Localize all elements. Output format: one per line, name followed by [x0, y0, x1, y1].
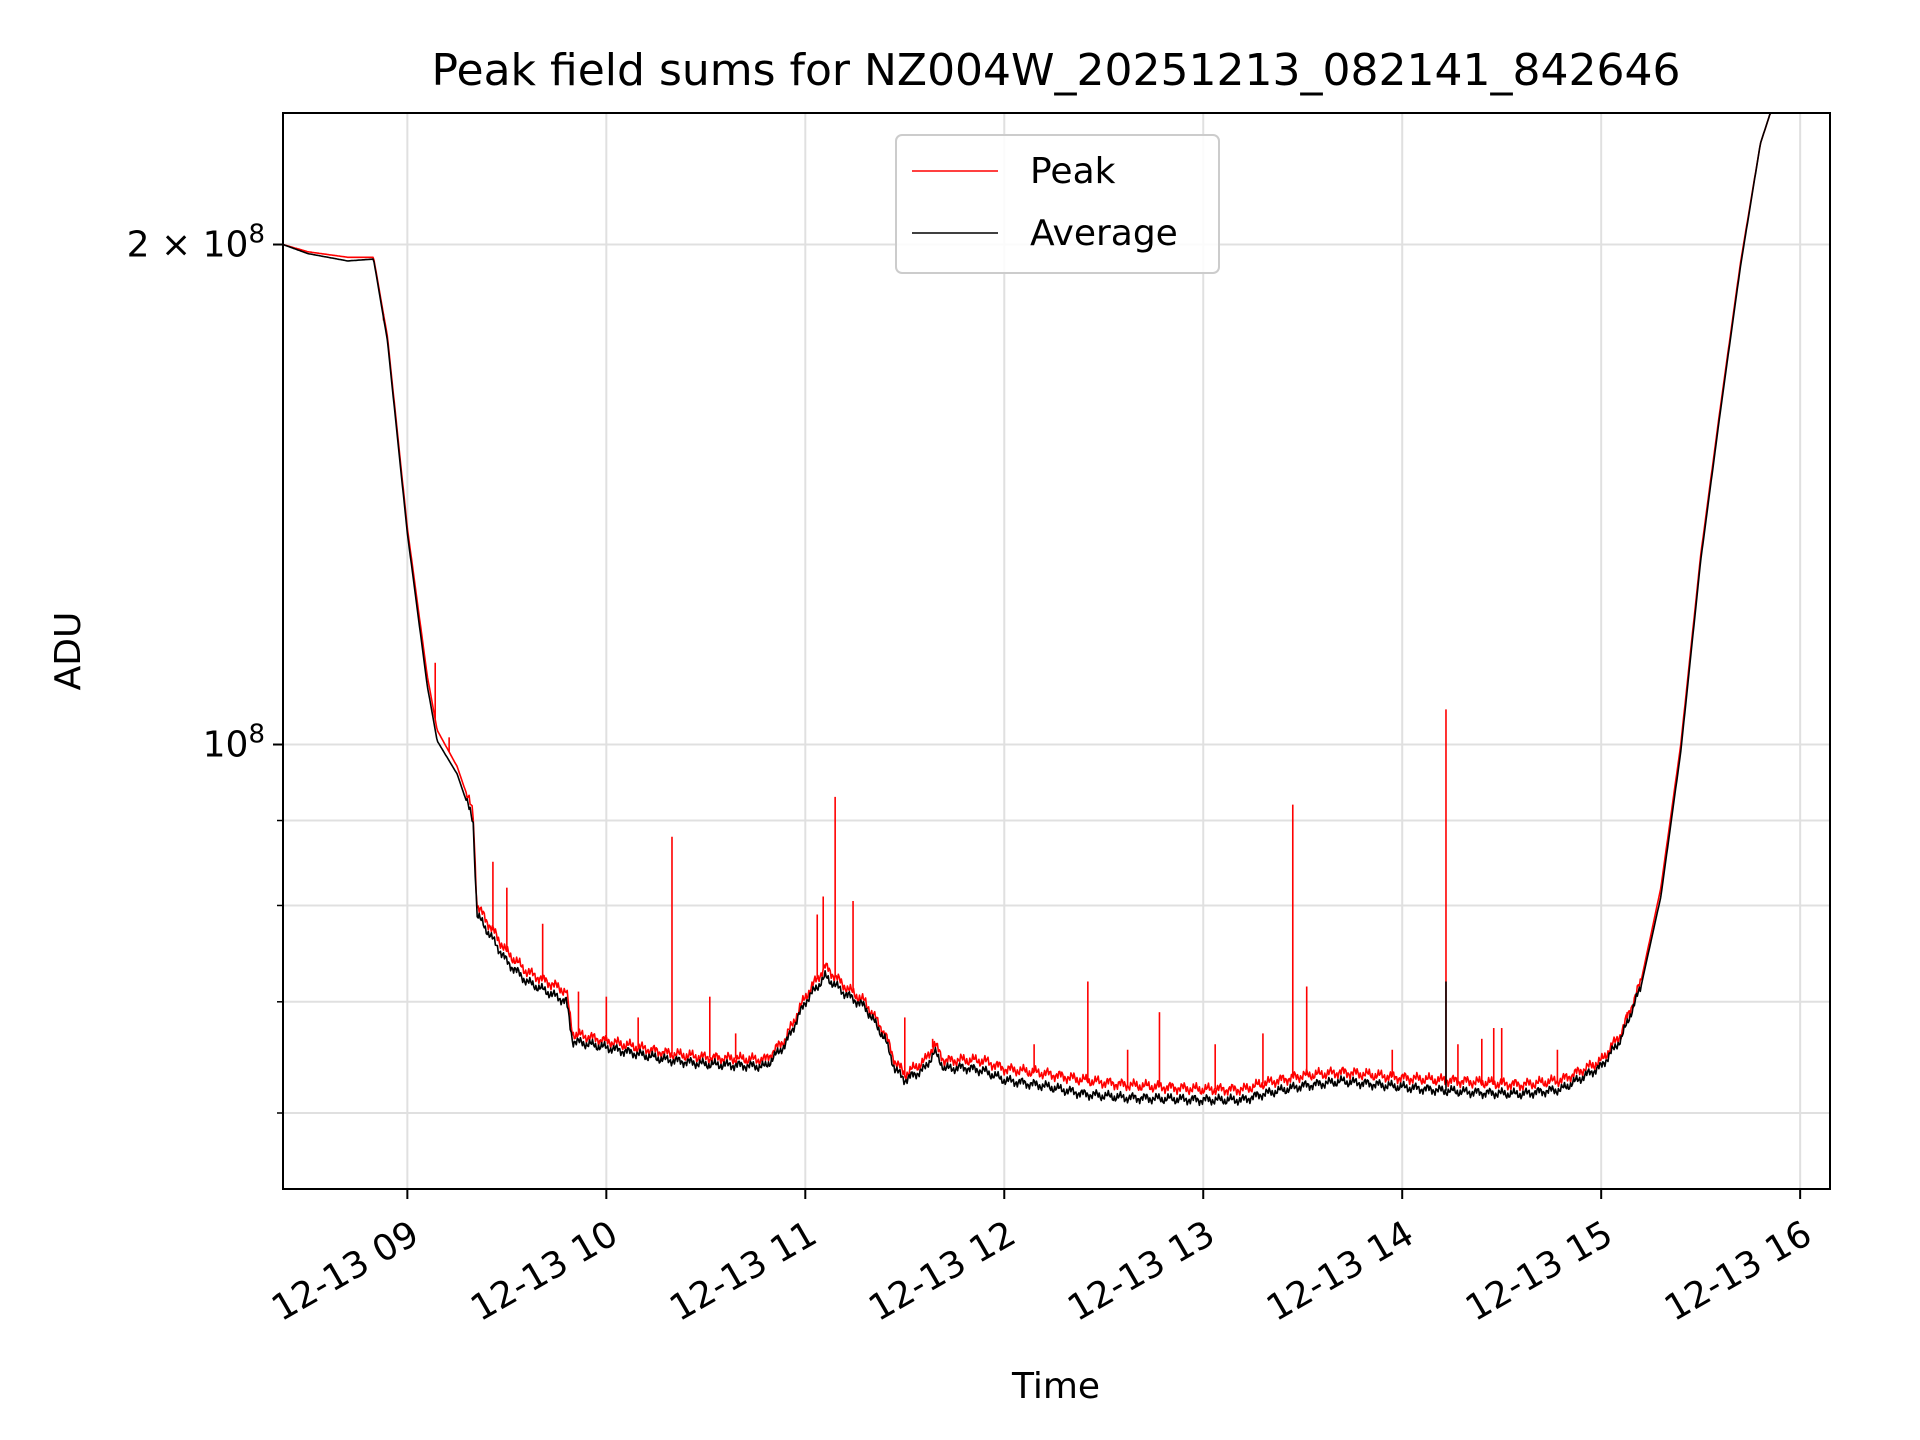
legend-box	[895, 134, 1220, 274]
peak-series-line	[283, 113, 1801, 1096]
y-tick-exponent: 8	[248, 720, 265, 750]
plot-frame	[282, 112, 1831, 1190]
y-tick-base: 10	[203, 725, 249, 766]
legend: Peak Average	[895, 134, 1220, 274]
average-series-line	[283, 113, 1801, 1107]
y-tick-label: 108	[203, 720, 265, 766]
y-tick-exponent: 8	[248, 220, 265, 250]
y-tick-base: 10	[203, 225, 249, 266]
y-axis-label: ADU	[48, 612, 89, 691]
x-axis-label: Time	[1011, 1366, 1100, 1407]
y-tick-label: 2 × 108	[127, 220, 265, 266]
series-layer	[283, 113, 1801, 1107]
legend-peak-label: Peak	[1030, 151, 1116, 192]
y-tick-mantissa: 2 ×	[127, 225, 203, 266]
legend-average-label: Average	[1030, 213, 1178, 254]
chart-title: Peak field sums for NZ004W_20251213_0821…	[432, 45, 1681, 96]
